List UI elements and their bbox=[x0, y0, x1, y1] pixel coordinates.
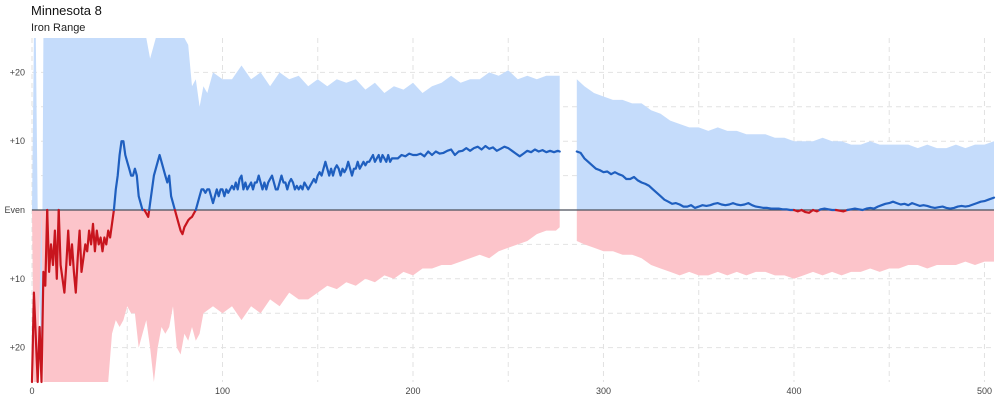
upper-band bbox=[576, 79, 994, 210]
x-tick-label: 400 bbox=[786, 386, 801, 396]
margin-line-positive bbox=[112, 140, 146, 212]
lower-band bbox=[576, 210, 994, 279]
margin-line-negative bbox=[46, 208, 60, 280]
margin-line-negative bbox=[143, 208, 151, 218]
margin-line-negative bbox=[173, 208, 197, 236]
margin-line-negative bbox=[30, 208, 49, 384]
y-tick-label: +20 bbox=[10, 343, 25, 353]
y-tick-label: +10 bbox=[10, 136, 25, 146]
x-tick-label: 200 bbox=[405, 386, 420, 396]
x-tick-label: 0 bbox=[29, 386, 34, 396]
y-tick-label: Even bbox=[4, 205, 25, 215]
chart-subtitle: Iron Range bbox=[31, 22, 86, 34]
x-tick-label: 500 bbox=[977, 386, 992, 396]
margin-line-negative bbox=[57, 208, 115, 294]
x-tick-label: 300 bbox=[596, 386, 611, 396]
line-layer bbox=[30, 140, 996, 384]
margin-line-positive bbox=[194, 144, 561, 212]
chart-title: Minnesota 8 bbox=[31, 3, 102, 18]
axis-layer: 0 100 200 300 400 500 +20 +10 Even +10 +20 bbox=[4, 67, 992, 396]
y-tick-label: +20 bbox=[10, 67, 25, 77]
margin-line-negative bbox=[800, 208, 815, 214]
margin-line-negative bbox=[834, 208, 849, 213]
margin-line-negative bbox=[792, 208, 803, 213]
x-tick-label: 100 bbox=[215, 386, 230, 396]
margin-line-positive bbox=[575, 150, 796, 212]
y-tick-label: +10 bbox=[10, 274, 25, 284]
margin-line-positive bbox=[818, 207, 837, 212]
lower-band bbox=[32, 210, 560, 382]
margin-line-positive bbox=[148, 153, 176, 212]
margin-line-positive bbox=[846, 196, 996, 212]
